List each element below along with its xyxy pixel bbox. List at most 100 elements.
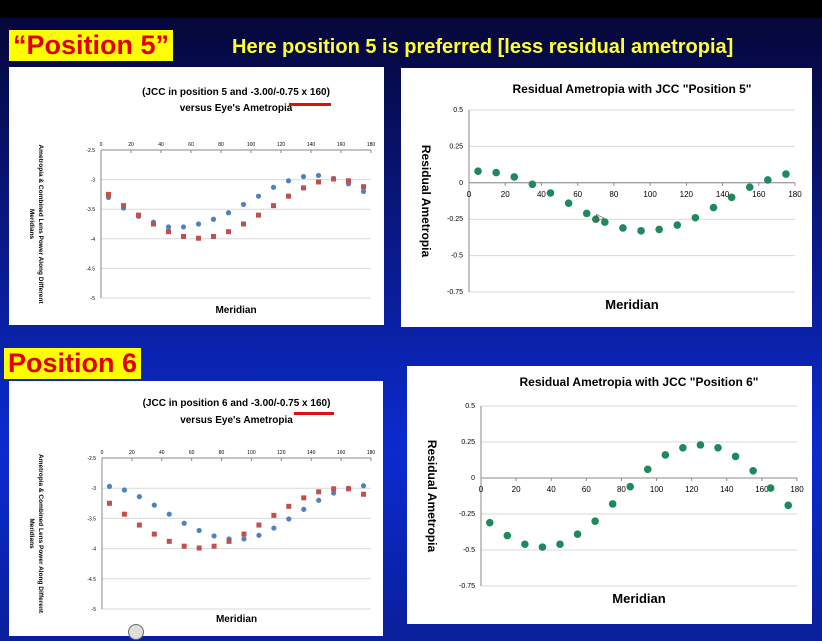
x-tick-label: 140 bbox=[307, 450, 316, 456]
data-point-lens bbox=[271, 512, 277, 518]
x-tick-label: 0 bbox=[101, 450, 104, 456]
position-6-label: Position 6 bbox=[4, 348, 142, 379]
data-point-lens bbox=[121, 511, 127, 517]
x-tick-label: 160 bbox=[755, 485, 769, 494]
underline-mark bbox=[289, 103, 331, 106]
data-point-eye bbox=[181, 520, 187, 526]
data-point-eye bbox=[180, 224, 187, 230]
data-point-lens bbox=[256, 212, 261, 218]
data-point-residual bbox=[503, 531, 512, 540]
data-point-residual bbox=[766, 484, 775, 492]
x-tick-label: 80 bbox=[219, 450, 225, 456]
data-point-lens bbox=[136, 212, 141, 218]
data-point-lens bbox=[346, 486, 352, 492]
x-tick-label: 60 bbox=[582, 485, 591, 494]
x-tick-label: 40 bbox=[158, 142, 164, 148]
data-point-lens bbox=[121, 203, 126, 209]
x-tick-label: 140 bbox=[307, 142, 316, 148]
data-point-eye bbox=[271, 525, 277, 531]
data-point-eye bbox=[106, 483, 113, 489]
data-point-lens bbox=[256, 522, 262, 528]
x-tick-label: 80 bbox=[218, 142, 224, 148]
data-point-lens bbox=[301, 185, 306, 191]
data-point-eye bbox=[256, 532, 262, 538]
data-point-eye bbox=[121, 487, 128, 493]
data-point-lens bbox=[301, 495, 307, 501]
data-point-lens bbox=[271, 203, 276, 209]
data-point-residual bbox=[564, 199, 573, 207]
data-point-eye bbox=[286, 516, 292, 522]
data-point-residual bbox=[782, 170, 790, 178]
y-tick-label: -5 bbox=[91, 296, 96, 302]
x-axis-title: Meridian bbox=[216, 614, 257, 625]
data-point-eye bbox=[316, 497, 322, 503]
data-point-lens bbox=[166, 229, 171, 235]
data-point-residual bbox=[709, 203, 718, 212]
y-tick-label: -0.75 bbox=[459, 583, 475, 590]
data-point-lens bbox=[286, 503, 292, 509]
x-tick-label: 140 bbox=[720, 485, 734, 494]
data-point-eye bbox=[315, 172, 322, 179]
x-tick-label: 0 bbox=[100, 142, 103, 148]
y-tick-label: -0.25 bbox=[447, 216, 463, 223]
x-tick-label: 100 bbox=[650, 485, 664, 494]
data-point-residual bbox=[591, 215, 600, 223]
player-cursor-icon[interactable] bbox=[128, 624, 144, 640]
slide-headline: Here position 5 is preferred [less resid… bbox=[232, 36, 734, 58]
data-point-residual bbox=[727, 193, 736, 202]
data-point-lens bbox=[196, 545, 202, 551]
x-tick-label: 100 bbox=[643, 190, 657, 199]
chart-position-6-residual: Residual Ametropia with JCC "Position 6"… bbox=[407, 366, 812, 624]
y-tick-label: -4.5 bbox=[87, 577, 96, 583]
data-point-eye bbox=[360, 483, 367, 489]
data-point-residual bbox=[745, 183, 754, 191]
x-tick-label: 20 bbox=[501, 190, 510, 199]
x-tick-label: 120 bbox=[685, 485, 699, 494]
data-point-residual bbox=[608, 500, 617, 508]
x-tick-label: 20 bbox=[128, 142, 134, 148]
x-tick-label: 80 bbox=[609, 190, 618, 199]
data-point-lens bbox=[181, 233, 186, 239]
x-tick-label: 60 bbox=[188, 142, 194, 148]
chart-title: Residual Ametropia with JCC "Position 6" bbox=[520, 375, 759, 389]
y-tick-label: -5 bbox=[92, 607, 97, 613]
y-tick-label: -3 bbox=[91, 178, 96, 184]
data-point-residual bbox=[619, 224, 627, 232]
chart-svg-4: Residual Ametropia with JCC "Position 6"… bbox=[425, 375, 804, 606]
x-tick-label: 180 bbox=[367, 450, 376, 456]
underline-mark bbox=[294, 412, 334, 415]
data-point-residual bbox=[637, 227, 645, 235]
data-point-residual bbox=[731, 452, 740, 461]
data-point-residual bbox=[510, 173, 519, 181]
data-point-eye bbox=[151, 502, 157, 508]
data-point-eye bbox=[166, 511, 172, 517]
position-5-label: “Position 5” bbox=[9, 30, 174, 61]
data-point-eye bbox=[196, 527, 202, 534]
data-point-residual bbox=[474, 167, 482, 175]
y-tick-label: -0.75 bbox=[447, 289, 463, 296]
y-axis-title: Residual Ametropia bbox=[425, 440, 439, 553]
chart-title: versus Eye's Ametropia bbox=[180, 103, 293, 114]
data-point-eye bbox=[300, 174, 307, 180]
x-tick-label: 80 bbox=[617, 485, 626, 494]
data-point-lens bbox=[166, 538, 172, 544]
y-tick-label: -0.5 bbox=[463, 547, 475, 554]
y-tick-label: -4 bbox=[92, 547, 97, 553]
data-point-residual bbox=[661, 451, 670, 459]
chart-svg-2: Residual Ametropia with JCC "Position 5"… bbox=[419, 82, 802, 312]
data-point-lens bbox=[241, 221, 246, 227]
y-tick-label: -4 bbox=[91, 237, 96, 243]
data-point-lens bbox=[226, 538, 232, 544]
data-point-eye bbox=[211, 533, 217, 539]
x-tick-label: 120 bbox=[277, 142, 286, 148]
data-point-lens bbox=[136, 522, 142, 528]
data-point-eye bbox=[210, 216, 217, 222]
y-tick-label: -2.5 bbox=[87, 456, 96, 462]
data-point-residual bbox=[485, 518, 494, 527]
data-point-eye bbox=[301, 506, 307, 512]
data-point-lens bbox=[151, 221, 156, 227]
x-tick-label: 0 bbox=[467, 190, 472, 199]
data-point-residual bbox=[556, 540, 564, 549]
data-point-lens bbox=[346, 178, 351, 184]
chart-position-6-power: (JCC in position 6 and -3.00/-0.75 x 160… bbox=[9, 381, 383, 636]
